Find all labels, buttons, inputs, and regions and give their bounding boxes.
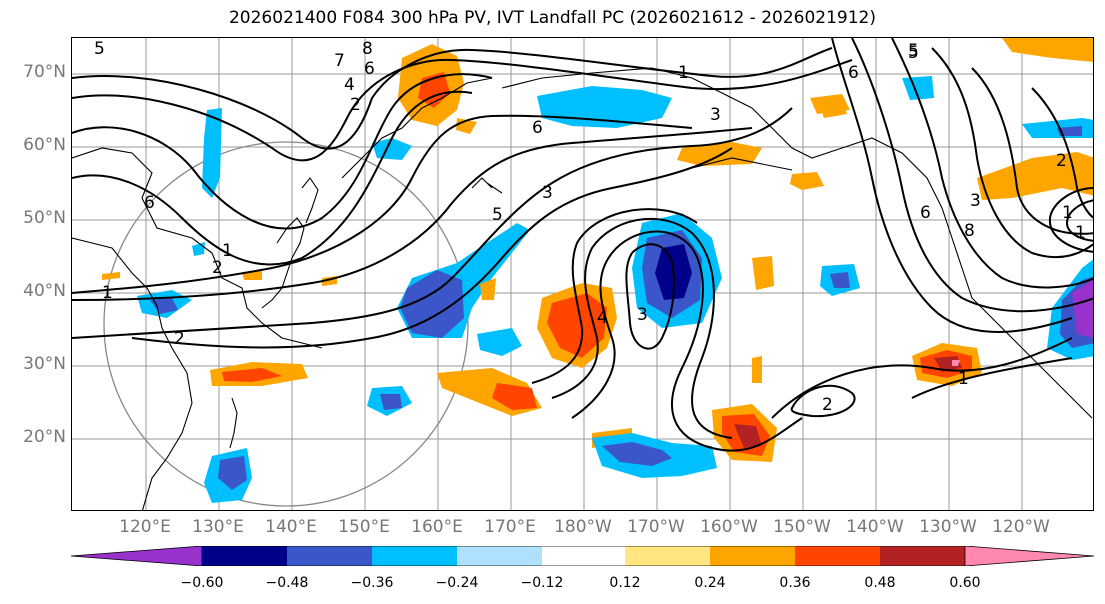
map-title: 2026021400 F084 300 hPa PV, IVT Landfall… bbox=[228, 8, 876, 28]
contour-label: 4 bbox=[597, 308, 608, 328]
contour-label: 2 bbox=[822, 395, 833, 415]
contour-label: 7 bbox=[334, 51, 345, 71]
lon-label-180w: 180°W bbox=[554, 517, 612, 537]
contour-labels: 5 8 7 6 4 2 1 1 6 5 6 3 3 5 6 1 3 2 1 2 … bbox=[94, 39, 1086, 415]
lon-label-160e: 160°E bbox=[411, 517, 463, 537]
colorbar-segment bbox=[202, 546, 287, 566]
colorbar-tick: 0.36 bbox=[779, 575, 811, 591]
lon-label-160w: 160°W bbox=[700, 517, 758, 537]
lon-label-140w: 140°W bbox=[846, 517, 904, 537]
colorbar-tick: 0.12 bbox=[609, 575, 641, 591]
colorbar-tick: −0.36 bbox=[350, 575, 394, 591]
colorbar-tick: 0.60 bbox=[949, 575, 981, 591]
contour-label: 1 bbox=[102, 283, 113, 303]
contour-label: 5 bbox=[908, 41, 919, 61]
colorbar-segment bbox=[795, 546, 880, 566]
pv-contours bbox=[72, 38, 1093, 452]
contour-label: 2 bbox=[350, 95, 361, 115]
contour-label: 1 bbox=[222, 241, 233, 261]
lat-label-70n: 70°N bbox=[23, 62, 66, 82]
lat-label-20n: 20°N bbox=[23, 427, 66, 447]
lon-label-120w: 120°W bbox=[992, 517, 1050, 537]
contour-label: 6 bbox=[920, 203, 931, 223]
lon-label-130w: 130°W bbox=[919, 517, 977, 537]
colorbar-tick: −0.24 bbox=[435, 575, 479, 591]
lon-label-150w: 150°W bbox=[773, 517, 831, 537]
map-panel: 5 8 7 6 4 2 1 1 6 5 6 3 3 5 6 1 3 2 1 2 … bbox=[71, 37, 1094, 511]
contour-label: 2 bbox=[174, 329, 185, 349]
contour-label: 1 bbox=[1062, 203, 1073, 223]
contour-label: 2 bbox=[1056, 151, 1067, 171]
contour-label: 8 bbox=[964, 221, 975, 241]
colorbar-segment bbox=[71, 546, 203, 566]
lon-label-170w: 170°W bbox=[627, 517, 685, 537]
lon-label-120e: 120°E bbox=[119, 517, 171, 537]
colorbar-tick: −0.60 bbox=[180, 575, 224, 591]
lat-label-50n: 50°N bbox=[23, 208, 66, 228]
contour-label: 1 bbox=[958, 369, 969, 389]
lon-label-170e: 170°E bbox=[484, 517, 536, 537]
colorbar-tick: 0.48 bbox=[864, 575, 896, 591]
contour-label: 6 bbox=[532, 118, 543, 138]
contour-label: 6 bbox=[144, 193, 155, 213]
colorbar-segment bbox=[542, 546, 625, 566]
landfall-radius-circle bbox=[103, 141, 469, 507]
colorbar-segment bbox=[710, 546, 795, 566]
coastlines bbox=[72, 67, 1093, 510]
contour-label: 4 bbox=[344, 75, 355, 95]
colorbar-tick: −0.12 bbox=[520, 575, 564, 591]
colorbar bbox=[71, 546, 1095, 566]
contour-label: 1 bbox=[1075, 223, 1086, 243]
colorbar-segment bbox=[880, 546, 965, 566]
colorbar-segment bbox=[457, 546, 542, 566]
lon-label-130e: 130°E bbox=[192, 517, 244, 537]
lon-label-150e: 150°E bbox=[338, 517, 390, 537]
contour-label: 2 bbox=[212, 258, 223, 278]
lat-label-30n: 30°N bbox=[23, 354, 66, 374]
lon-label-140e: 140°E bbox=[265, 517, 317, 537]
contour-label: 3 bbox=[542, 183, 553, 203]
contour-label: 5 bbox=[908, 43, 919, 63]
colorbar-segment bbox=[964, 546, 1095, 566]
contour-label: 6 bbox=[364, 59, 375, 79]
colorbar-tick: 0.24 bbox=[694, 575, 726, 591]
contour-label: 6 bbox=[848, 63, 859, 83]
contour-label: 1 bbox=[678, 63, 689, 83]
contour-label: 3 bbox=[637, 305, 648, 325]
colorbar-segment bbox=[625, 546, 710, 566]
contour-label: 8 bbox=[362, 39, 373, 59]
contour-label: 3 bbox=[970, 191, 981, 211]
contour-label: 5 bbox=[94, 39, 105, 59]
lat-label-60n: 60°N bbox=[23, 135, 66, 155]
colorbar-segment bbox=[287, 546, 372, 566]
contour-label: 5 bbox=[492, 205, 503, 225]
map-canvas: 5 8 7 6 4 2 1 1 6 5 6 3 3 5 6 1 3 2 1 2 … bbox=[72, 38, 1093, 510]
colorbar-tick: −0.48 bbox=[265, 575, 309, 591]
colorbar-segment bbox=[372, 546, 457, 566]
lat-label-40n: 40°N bbox=[23, 281, 66, 301]
contour-label: 3 bbox=[710, 105, 721, 125]
